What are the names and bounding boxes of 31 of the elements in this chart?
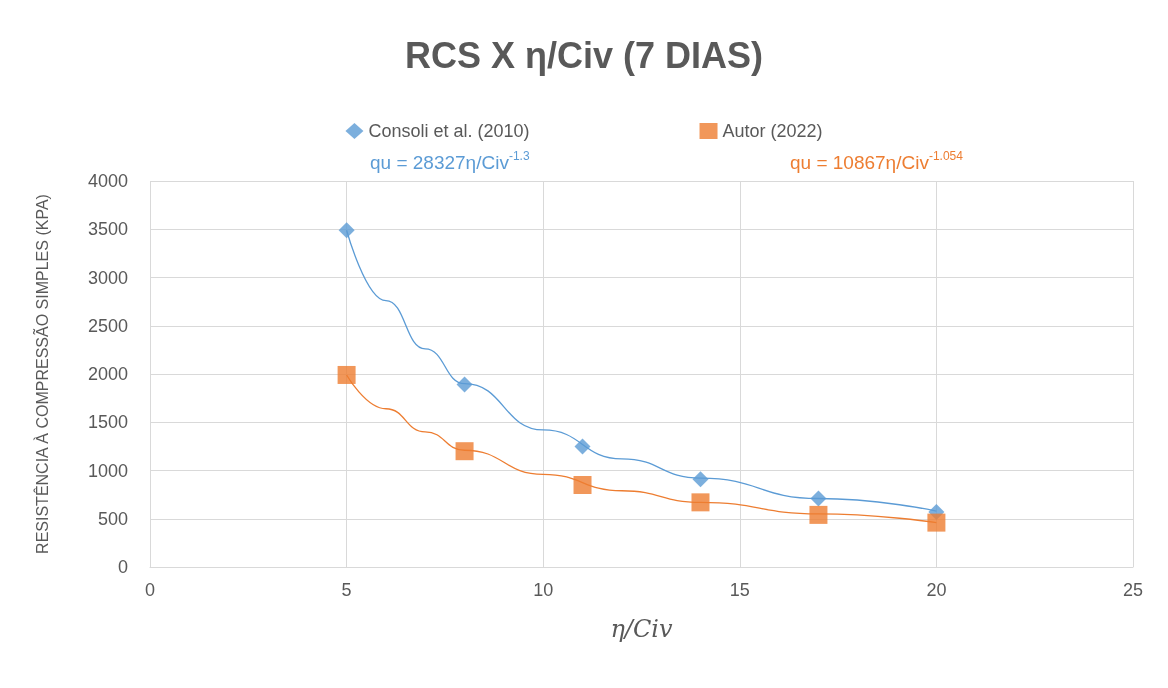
point [456,376,473,393]
y-tick-label: 2000 [87,364,128,384]
point [338,222,355,239]
x-tick-label: 5 [341,580,352,600]
point [809,505,828,524]
point [692,471,709,488]
point [810,490,827,507]
point [574,438,591,455]
point [691,493,710,512]
y-axis-title: RESISTÊNCIA À COMPRESSÃO SIMPLES (KPA) [31,194,51,554]
y-tick-label: 4000 [87,171,128,191]
y-tick-label: 1500 [87,412,128,433]
point [337,365,356,384]
y-tick-label: 1000 [87,460,128,481]
x-axis-title: η/Civ [610,615,673,643]
y-tick-label: 3500 [87,219,128,240]
y-tick-label: 0 [117,557,128,577]
legend-label: Autor (2022) [722,121,823,141]
y-tick-label: 2500 [87,315,128,336]
legend-label: Consoli et al. (2010) [368,121,530,141]
x-tick-label: 0 [144,580,156,600]
chart-title: RCS X η/Civ (7 DIAS) [404,34,764,76]
y-tick-label: 3000 [87,267,128,288]
point [455,442,474,461]
x-tick-label: 25 [1122,580,1144,600]
point [573,475,592,494]
x-tick-label: 15 [729,580,750,600]
x-tick-label: 10 [533,580,554,600]
x-tick-label: 20 [926,580,947,600]
point [927,513,946,532]
y-tick-label: 500 [97,508,128,529]
